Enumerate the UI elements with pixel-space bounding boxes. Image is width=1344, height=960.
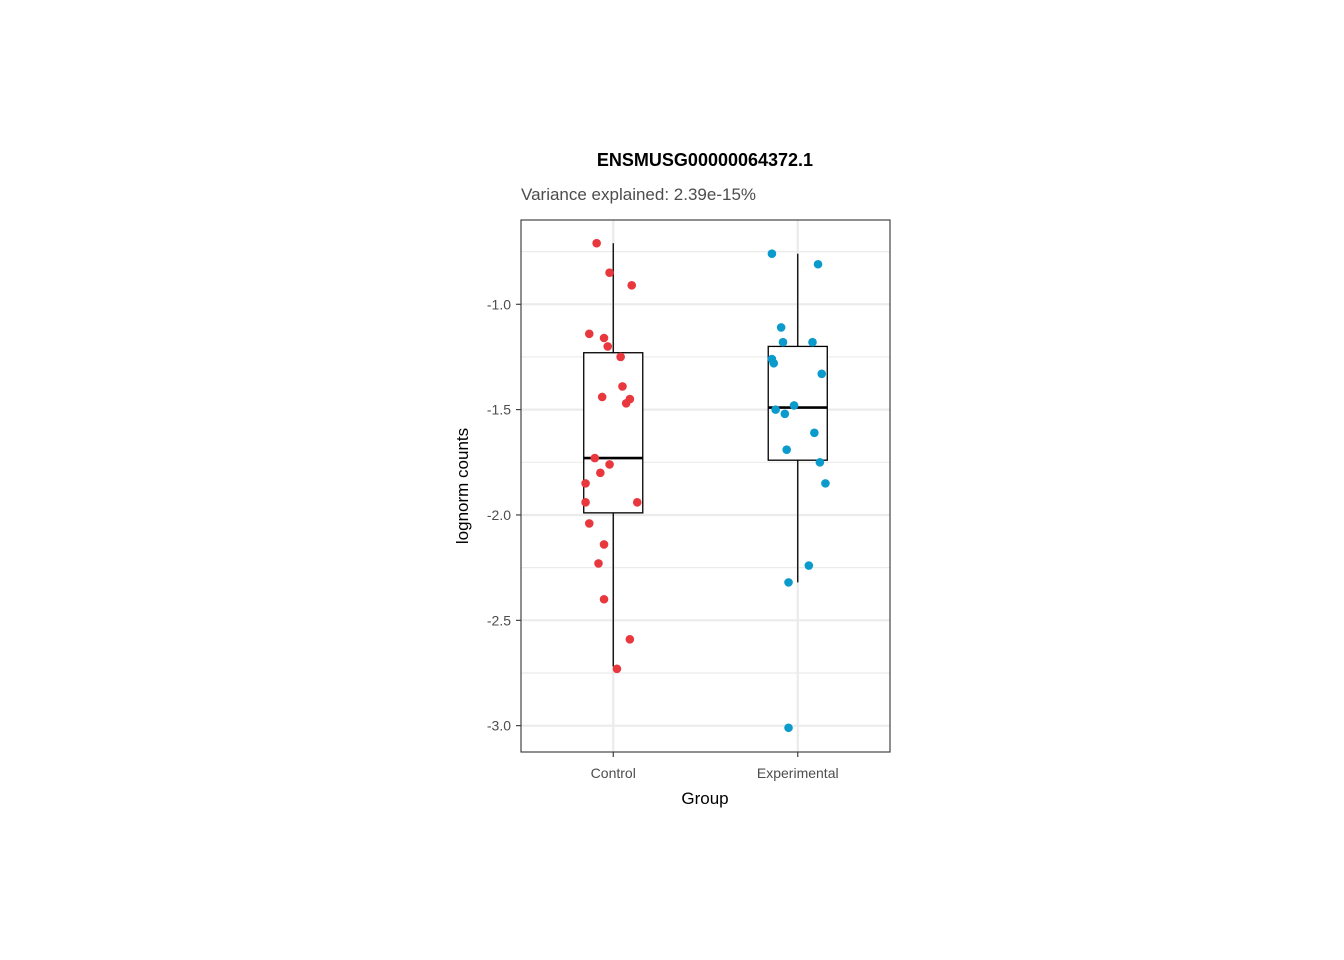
data-point [817,369,827,379]
y-axis: -3.0 -2.5 -2.0 -1.5 -1.0 [487,296,521,734]
data-point [596,468,605,478]
data-point [815,457,825,467]
y-tick-label: -3.0 [487,718,511,734]
data-point [625,634,635,644]
data-point [618,382,627,391]
y-axis-title: lognorm counts [453,428,472,544]
data-point [784,723,793,733]
y-tick-label: -1.0 [487,296,511,312]
data-point [584,519,594,528]
data-point [782,445,791,454]
chart-subtitle: Variance explained: 2.39e-15% [521,185,756,204]
chart-title: ENSMUSG00000064372.1 [597,150,813,170]
data-point [771,405,780,414]
data-point [804,561,814,570]
data-point [612,664,622,674]
data-point [599,333,609,343]
points-layer [581,238,830,733]
data-point [808,337,817,347]
data-point [789,401,799,410]
plot-border [520,219,891,753]
data-point [594,559,603,568]
data-point [603,342,613,351]
data-point [616,352,625,362]
data-point [599,540,609,549]
data-point [605,460,614,469]
data-point [581,498,590,507]
x-tick-label: Control [591,765,636,781]
data-point [810,428,819,438]
data-point [584,329,594,339]
plot-panel [521,220,890,752]
data-point [769,358,779,368]
data-point [767,249,777,259]
data-point [813,259,823,269]
data-point [590,453,600,463]
x-axis: Control Experimental [591,752,839,781]
data-point [776,323,786,332]
y-tick-label: -2.5 [487,612,511,628]
data-point [780,409,790,419]
data-point [784,578,793,587]
y-tick-label: -2.0 [487,507,511,523]
data-point [621,399,631,408]
y-tick-label: -1.5 [487,402,511,418]
data-point [632,498,642,507]
data-point [581,479,590,488]
box-control [583,352,644,514]
data-point [821,479,830,488]
data-point [627,281,636,290]
data-point [778,337,788,347]
data-point [597,392,607,402]
data-point [592,238,601,248]
data-point [599,594,609,604]
x-tick-label: Experimental [757,765,839,781]
data-point [605,268,614,277]
x-axis-title: Group [681,789,728,808]
